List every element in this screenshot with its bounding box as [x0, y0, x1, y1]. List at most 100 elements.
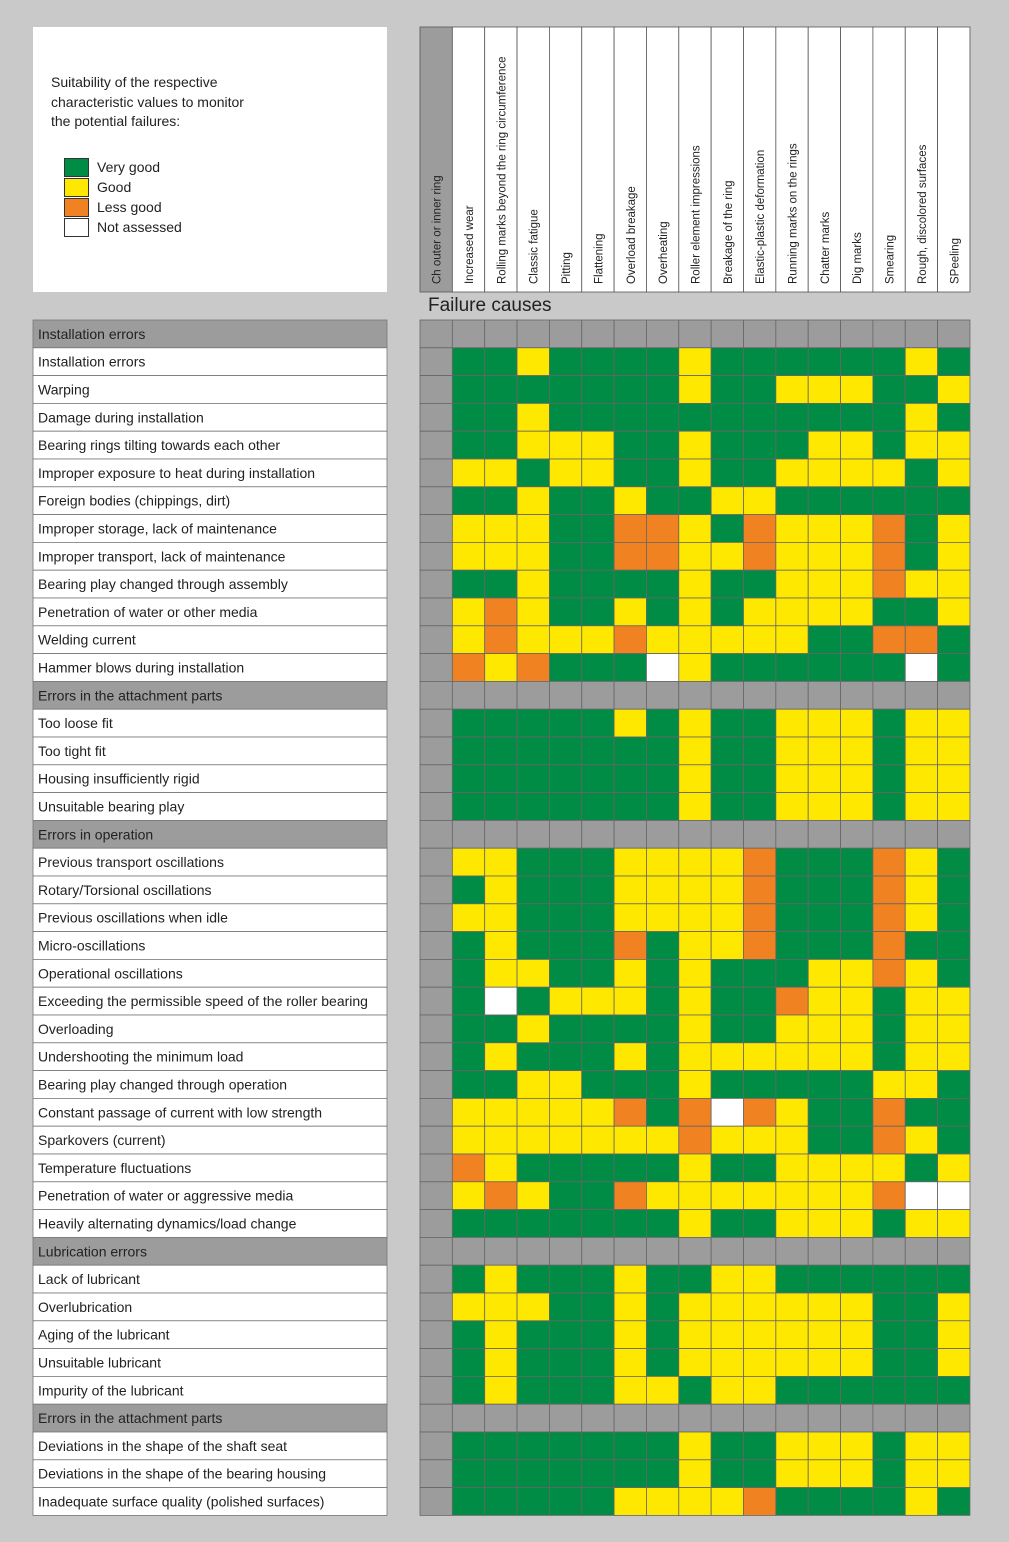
- section-cell: [516, 681, 550, 710]
- section-cell: [581, 681, 615, 710]
- section-cell: [549, 1237, 583, 1266]
- heatmap-cell: [549, 931, 583, 960]
- heatmap-cell: [904, 1431, 938, 1461]
- section-cell: [419, 1403, 453, 1433]
- section-cell: [516, 1403, 550, 1433]
- section-cell: [775, 681, 809, 710]
- heatmap-cell: [549, 430, 583, 460]
- section-cell: [743, 319, 777, 349]
- section-label-cell: [32, 1403, 388, 1433]
- heatmap-cell: [904, 708, 938, 738]
- heatmap-cell: [937, 1209, 971, 1238]
- heatmap-cell: [581, 402, 615, 432]
- heatmap-cell: [775, 458, 809, 488]
- heatmap-cell: [937, 1431, 971, 1461]
- heatmap-cell: [904, 597, 938, 627]
- heatmap-cell: [840, 542, 874, 571]
- heatmap-cell: [807, 1459, 841, 1489]
- heatmap-cell: [451, 1125, 486, 1155]
- heatmap-cell: [872, 708, 906, 738]
- column-header-cell: [904, 26, 938, 293]
- section-cell: [775, 1403, 809, 1433]
- heatmap-cell: [549, 402, 583, 432]
- row-label-cell: [32, 1098, 388, 1127]
- heatmap-cell: [807, 1153, 841, 1183]
- legend-swatch: [64, 158, 89, 177]
- heatmap-cell: [516, 653, 550, 682]
- heatmap-cell: [678, 1181, 712, 1211]
- heatmap-cell: [549, 1153, 583, 1183]
- row-label-cell: [32, 1264, 388, 1294]
- section-cell: [484, 820, 518, 849]
- heatmap-cell: [743, 1292, 777, 1322]
- heatmap-cell: [775, 1209, 809, 1238]
- heatmap-cell: [549, 375, 583, 404]
- heatmap-cell: [937, 847, 971, 877]
- heatmap-cell: [451, 986, 486, 1016]
- heatmap-cell: [678, 903, 712, 932]
- column-header-cell: [872, 26, 906, 293]
- heatmap-cell: [646, 959, 680, 988]
- heatmap-cell: [807, 1098, 841, 1127]
- heatmap-cell: [872, 792, 906, 821]
- heatmap-cell: [451, 1070, 486, 1099]
- heatmap-cell: [710, 792, 744, 821]
- heatmap-cell: [646, 347, 680, 376]
- heatmap-cell: [807, 542, 841, 571]
- heatmap-cell: [678, 986, 712, 1016]
- heatmap-cell: [678, 1292, 712, 1322]
- heatmap-cell: [581, 542, 615, 571]
- heatmap-cell: [775, 430, 809, 460]
- heatmap-cell: [451, 1153, 486, 1183]
- heatmap-cell: [516, 1320, 550, 1350]
- heatmap-cell: [872, 986, 906, 1016]
- heatmap-cell: [840, 1014, 874, 1044]
- heatmap-cell: [710, 1014, 744, 1044]
- heatmap-cell: [581, 1070, 615, 1099]
- heatmap-cell: [710, 1264, 744, 1294]
- heatmap-cell: [646, 653, 680, 682]
- heatmap-cell: [872, 847, 906, 877]
- heatmap-cell: [613, 1292, 647, 1322]
- heatmap-cell: [904, 486, 938, 515]
- row-label: Previous transport oscillations: [38, 854, 224, 870]
- heatmap-cell: [516, 1431, 550, 1461]
- heatmap-cell: [807, 1376, 841, 1405]
- heatmap-cell: [937, 1320, 971, 1350]
- heatmap-cell: [451, 875, 486, 905]
- heatmap-cell: [613, 736, 647, 766]
- heatmap-cell: [613, 542, 647, 571]
- heatmap-cell: [937, 1070, 971, 1099]
- heatmap-cell: [613, 875, 647, 905]
- heatmap-cell: [678, 959, 712, 988]
- row-label: Previous oscillations when idle: [38, 910, 228, 926]
- column-header-label: SPeeling: [949, 238, 961, 284]
- heatmap-cell: [904, 959, 938, 988]
- heatmap-cell: [678, 708, 712, 738]
- heatmap-cell: [419, 347, 453, 376]
- row-label-cell: [32, 1320, 388, 1350]
- row-label-cell: [32, 708, 388, 738]
- heatmap-cell: [775, 1014, 809, 1044]
- heatmap-cell: [937, 1459, 971, 1489]
- heatmap-cell: [549, 653, 583, 682]
- heatmap-cell: [646, 986, 680, 1016]
- heatmap-cell: [710, 1459, 744, 1489]
- heatmap-cell: [549, 542, 583, 571]
- section-cell: [710, 681, 744, 710]
- heatmap-cell: [419, 959, 453, 988]
- section-cell: [581, 1237, 615, 1266]
- row-label: Installation errors: [38, 354, 145, 370]
- heatmap-cell: [646, 1431, 680, 1461]
- heatmap-cell: [840, 931, 874, 960]
- heatmap-cell: [710, 375, 744, 404]
- heatmap-cell: [807, 959, 841, 988]
- heatmap-cell: [840, 1042, 874, 1072]
- heatmap-cell: [710, 1431, 744, 1461]
- heatmap-cell: [484, 959, 518, 988]
- heatmap-cell: [516, 514, 550, 543]
- heatmap-cell: [840, 1181, 874, 1211]
- heatmap-cell: [743, 1153, 777, 1183]
- row-label-cell: [32, 959, 388, 988]
- heatmap-cell: [516, 458, 550, 488]
